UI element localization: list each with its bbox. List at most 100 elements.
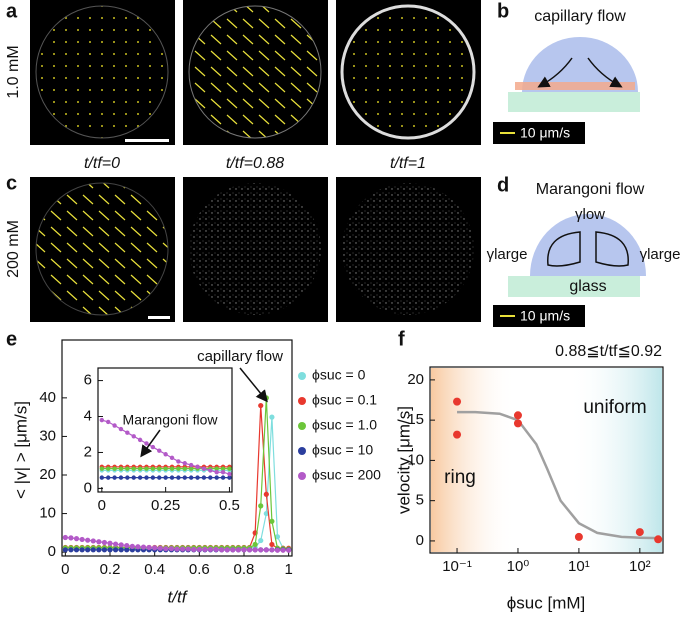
data-point [144, 441, 149, 446]
data-point [574, 532, 583, 541]
data-point [146, 544, 152, 551]
data-point [195, 464, 200, 470]
data-point [85, 547, 91, 553]
data-point [220, 470, 226, 475]
data-point [90, 547, 96, 553]
plot-frame [61, 339, 293, 557]
data-point [163, 475, 168, 480]
panel-label: f [398, 328, 405, 350]
data-point [68, 547, 74, 553]
data-point [252, 547, 258, 553]
data-point [73, 536, 80, 542]
data-point [654, 535, 663, 544]
panel-title: capillary flow [534, 8, 626, 25]
data-point [169, 466, 175, 471]
annotation-arrow [239, 367, 268, 403]
data-point [453, 430, 462, 439]
data-point [224, 547, 230, 553]
data-point [140, 544, 147, 550]
data-point [208, 468, 213, 473]
x-tick-label: 0.2 [100, 561, 121, 578]
data-point [195, 475, 200, 480]
legend-label: ϕsuc = 0.1 [312, 392, 377, 408]
x-axis-label: t/tf [168, 587, 189, 606]
flow-arrow [595, 231, 629, 267]
x-tick-label: 0.6 [189, 561, 210, 578]
scale-label: 10 μm/s [520, 125, 570, 141]
data-point [263, 510, 269, 517]
data-point [131, 475, 136, 480]
data-point [106, 475, 111, 480]
y-tick-label: 20 [407, 371, 424, 388]
data-point [150, 444, 156, 450]
data-point [101, 547, 108, 553]
data-point [150, 475, 156, 480]
chart-f: 10⁻¹ 10⁰ 10¹ 10² 0 5 10 15 20 0.88≦t/tf≦0.92 ring u… [394, 343, 664, 612]
data-point [137, 466, 143, 471]
row-label: 200 mM [5, 220, 22, 278]
data-point [90, 538, 96, 544]
data-point [144, 466, 149, 471]
y-tick-label: 30 [39, 427, 56, 444]
data-point [227, 475, 232, 480]
legend-marker [298, 372, 306, 380]
data-point [157, 448, 162, 453]
data-point [112, 423, 117, 428]
data-point [163, 452, 168, 457]
data-point [174, 546, 180, 552]
uniform-region [568, 368, 662, 552]
y-tick-label: 2 [84, 443, 92, 460]
y-tick-label: 0 [48, 543, 56, 560]
data-point [107, 540, 113, 546]
data-point [176, 475, 181, 480]
data-point [112, 541, 119, 547]
x-tick-label: 10¹ [568, 558, 590, 575]
data-point [182, 461, 187, 466]
y-tick-label: 10 [407, 451, 424, 468]
y-tick-label: 5 [416, 492, 424, 509]
data-point [112, 466, 117, 471]
ring-layer [515, 82, 635, 90]
data-point [269, 518, 275, 524]
data-point [182, 475, 187, 480]
y-axis-label: < |v| > [μm/s] [11, 401, 30, 499]
substrate [508, 276, 640, 297]
data-point [227, 466, 232, 471]
x-tick-label: 1 [284, 561, 292, 578]
flow-arrow [587, 57, 623, 88]
data-point [131, 466, 136, 471]
data-point [176, 459, 181, 464]
y-tick-label: 6 [84, 372, 92, 389]
legend-marker [298, 472, 306, 480]
data-point [179, 546, 186, 552]
data-point [230, 547, 236, 553]
data-point [263, 547, 269, 553]
data-point [214, 466, 219, 471]
y-tick-label: 20 [39, 466, 56, 483]
data-point [258, 547, 264, 553]
legend-marker [298, 397, 306, 405]
data-point [196, 546, 202, 553]
data-point [79, 536, 85, 543]
data-point [112, 475, 117, 480]
legend-label: ϕsuc = 1.0 [312, 417, 377, 433]
data-point [112, 547, 119, 553]
data-point [118, 547, 124, 553]
data-point [124, 542, 130, 549]
inset-data [99, 417, 232, 480]
data-point [163, 466, 168, 471]
data-point [258, 402, 264, 409]
data-point [269, 541, 275, 548]
data-point [131, 434, 136, 439]
data-point [99, 417, 105, 423]
data-point [118, 475, 124, 480]
annotation-arrow [140, 429, 161, 458]
panel-label: b [497, 0, 509, 22]
data-point [207, 546, 214, 553]
data-point [258, 537, 264, 544]
data-point [68, 535, 74, 541]
panel-title: Marangoni flow [536, 181, 645, 198]
data-point [274, 534, 281, 540]
region-label: ring [444, 467, 476, 488]
